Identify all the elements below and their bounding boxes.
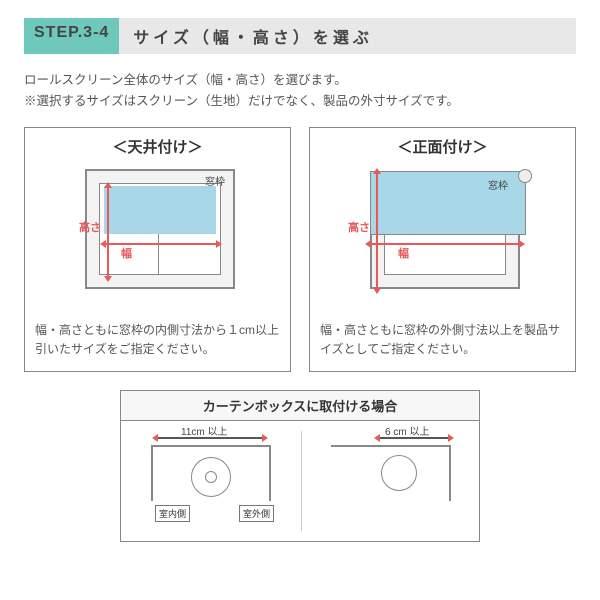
label-width-left: 幅 [121, 245, 132, 261]
bottom-diagram: 11cm 以上 室内側 室外側 6 cm 以上 [121, 421, 479, 541]
arrow-width-right [370, 243, 520, 245]
roll-tube-icon [518, 169, 532, 183]
label-height-right: 高さ [348, 219, 370, 235]
cards-row: ＜天井付け＞ 窓枠 高さ 幅 幅・高さともに窓枠の内側寸法から１cm以上引いたサ… [24, 127, 576, 372]
card-left-text: 幅・高さともに窓枠の内側寸法から１cm以上引いたサイズをご指定ください。 [35, 321, 280, 359]
label-frame-right: 窓枠 [488, 177, 508, 192]
card-ceiling-mount: ＜天井付け＞ 窓枠 高さ 幅 幅・高さともに窓枠の内側寸法から１cm以上引いたサ… [24, 127, 291, 372]
label-frame-left: 窓枠 [205, 173, 225, 188]
card-right-title: ＜正面付け＞ [320, 136, 565, 157]
label-width-right: 幅 [398, 245, 409, 261]
step-badge: STEP.3-4 [24, 18, 119, 54]
card-right-text: 幅・高さともに窓枠の外側寸法以上を製品サイズとしてご指定ください。 [320, 321, 565, 359]
header: STEP.3-4 サイズ（幅・高さ）を選ぶ [24, 18, 576, 54]
arrow-height-left [107, 187, 109, 277]
intro-line2: ※選択するサイズはスクリーン（生地）だけでなく、製品の外寸サイズです。 [24, 91, 576, 112]
label-height-left: 高さ [79, 219, 101, 235]
card-front-mount: ＜正面付け＞ 窓枠 高さ 幅 幅・高さともに窓枠の外側寸法以上を製品サイズとして… [309, 127, 576, 372]
intro-text: ロールスクリーン全体のサイズ（幅・高さ）を選びます。 ※選択するサイズはスクリー… [24, 70, 576, 113]
mechanism-dot-left [205, 471, 217, 483]
diagram-right: 窓枠 高さ 幅 [320, 163, 565, 313]
curtain-box-section: カーテンボックスに取付ける場合 11cm 以上 室内側 室外側 6 cm 以上 [120, 390, 480, 542]
tag-outside-left: 室外側 [239, 505, 274, 522]
tag-inside-left: 室内側 [155, 505, 190, 522]
mechanism-circle-right [381, 455, 417, 491]
dim-right: 6 cm 以上 [385, 423, 429, 438]
intro-line1: ロールスクリーン全体のサイズ（幅・高さ）を選びます。 [24, 70, 576, 91]
arrow-height-right [376, 173, 378, 289]
step-title: サイズ（幅・高さ）を選ぶ [119, 18, 576, 54]
dim-left: 11cm 以上 [181, 423, 228, 438]
bottom-title: カーテンボックスに取付ける場合 [121, 391, 479, 421]
diagram-left: 窓枠 高さ 幅 [35, 163, 280, 313]
card-left-title: ＜天井付け＞ [35, 136, 280, 157]
